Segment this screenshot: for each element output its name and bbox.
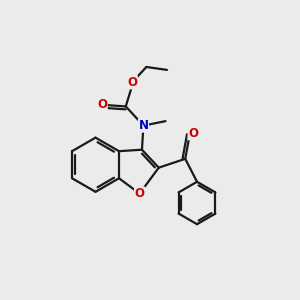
Text: O: O [135, 187, 145, 200]
Text: O: O [97, 98, 107, 111]
Text: N: N [138, 119, 148, 132]
Text: O: O [127, 76, 137, 89]
Text: O: O [188, 127, 198, 140]
